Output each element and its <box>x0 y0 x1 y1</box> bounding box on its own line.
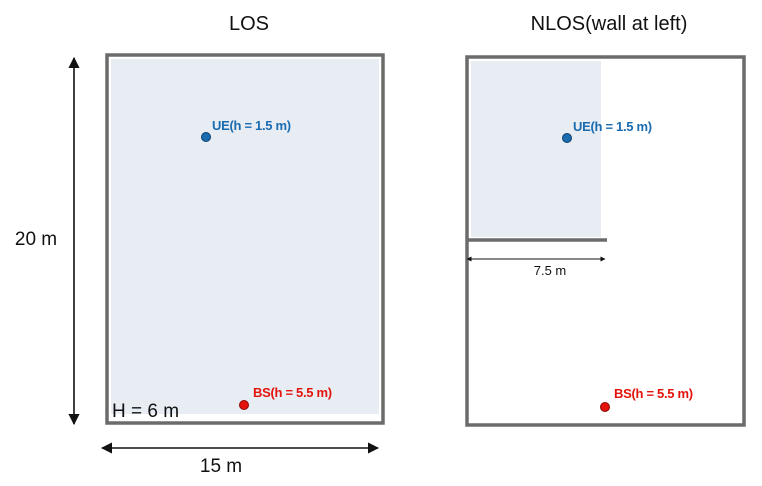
nlos-title: NLOS(wall at left) <box>531 13 688 35</box>
los-bs-label: BS(h = 5.5 m) <box>253 385 332 400</box>
nlos-bs-label: BS(h = 5.5 m) <box>614 386 693 401</box>
wall-length-label: 7.5 m <box>534 263 567 278</box>
los-bs-marker <box>239 400 249 410</box>
depth-label: 20 m <box>15 229 57 250</box>
nlos-ue-label: UE(h = 1.5 m) <box>573 119 652 134</box>
nlos-coverage-area <box>471 61 601 237</box>
los-height-label: H = 6 m <box>112 401 179 422</box>
los-coverage-area <box>111 59 379 414</box>
nlos-bs-marker <box>600 402 610 412</box>
los-ue-label: UE(h = 1.5 m) <box>212 118 291 133</box>
width-label: 15 m <box>200 456 242 477</box>
nlos-ue-marker <box>562 133 572 143</box>
los-room-outline <box>105 53 385 425</box>
los-ue-marker <box>201 132 211 142</box>
los-title: LOS <box>229 13 269 35</box>
